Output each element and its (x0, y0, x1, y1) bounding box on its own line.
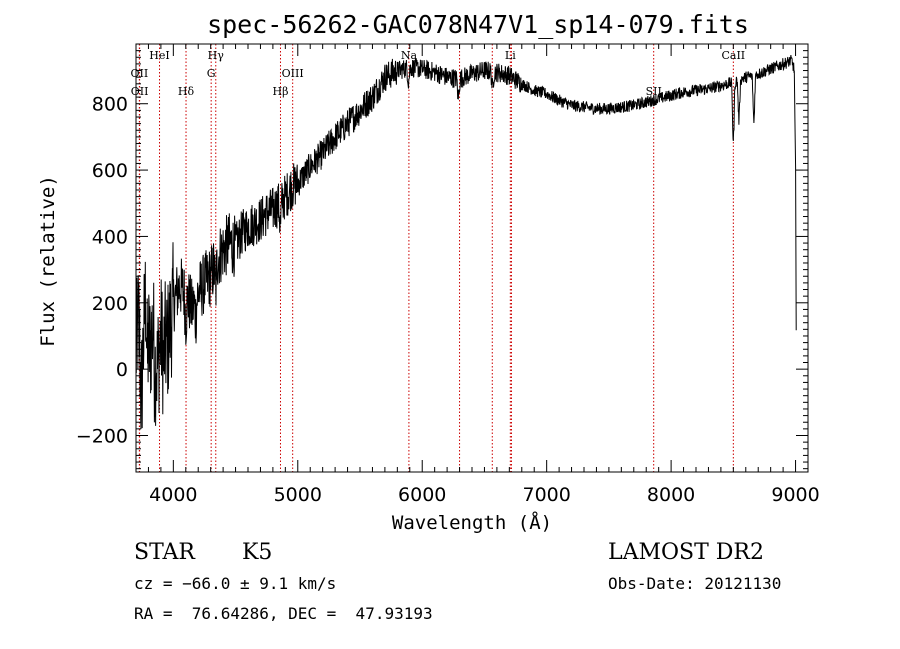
subclass-label: K5 (242, 540, 273, 565)
axis-ticks: 4000 5000 6000 7000 8000 9000 −200 0 200 400 600 80… (76, 44, 820, 506)
y-tick-label-800: 800 (92, 94, 128, 116)
x-tick-label-4000: 4000 (149, 484, 197, 506)
x-axis-title: Wavelength (Å) (392, 511, 552, 534)
redshift-text: cz = −66.0 ± 9.1 km/s (134, 574, 337, 593)
line-label-13: SII (646, 85, 662, 98)
x-tick-label-6000: 6000 (398, 484, 446, 506)
y-tick-label-200: 200 (92, 293, 128, 315)
x-tick-label-5000: 5000 (274, 484, 322, 506)
line-label-7: OIII (282, 67, 304, 80)
y-axis-title: Flux (relative) (37, 175, 59, 347)
y-tick-label-600: 600 (92, 160, 128, 182)
y-tick-label--200: −200 (76, 426, 128, 448)
line-label-3: Hδ (178, 85, 195, 98)
line-label-14: CaII (721, 49, 745, 62)
line-label-11: Li (505, 49, 516, 62)
line-label-8: Na (401, 49, 418, 62)
chart-title: spec-56262-GAC078N47V1_sp14-079.fits (207, 10, 749, 39)
spectrum-line (135, 54, 797, 430)
line-label-1: OII (131, 85, 149, 98)
x-tick-label-7000: 7000 (522, 484, 570, 506)
coords-text: RA = 76.64286, DEC = 47.93193 (134, 604, 433, 623)
line-label-6: Hβ (273, 85, 289, 98)
plot-frame (135, 43, 809, 473)
line-label-2: HeI (149, 49, 169, 62)
obsdate-text: Obs-Date: 20121130 (608, 574, 782, 593)
x-tick-label-9000: 9000 (771, 484, 819, 506)
line-label-4: Hγ (208, 49, 225, 62)
y-tick-label-400: 400 (92, 226, 128, 248)
line-label-0: OII (131, 67, 149, 80)
class-label: STAR (134, 540, 195, 565)
line-markers (138, 44, 734, 472)
line-label-5: G (207, 67, 216, 80)
survey-label: LAMOST DR2 (608, 540, 764, 565)
y-tick-label-0: 0 (116, 359, 128, 381)
x-tick-label-8000: 8000 (647, 484, 695, 506)
